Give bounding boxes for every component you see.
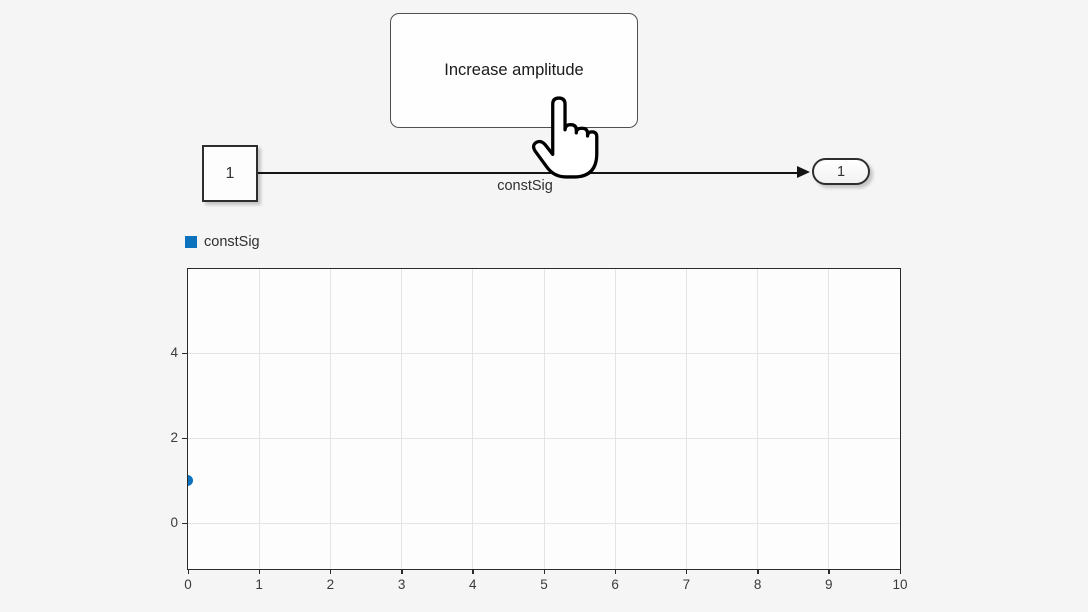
signal-wire[interactable] <box>258 171 798 174</box>
increase-amplitude-button-label: Increase amplitude <box>444 61 584 79</box>
x-tick-mark <box>685 569 688 574</box>
x-gridline <box>258 269 260 569</box>
x-gridline <box>614 269 616 569</box>
y-tick-mark <box>182 352 187 355</box>
constant-block[interactable]: 1 <box>202 145 258 202</box>
x-tick-label: 8 <box>753 577 762 592</box>
x-tick-mark <box>401 569 403 574</box>
y-tick-label: 4 <box>170 345 178 361</box>
x-tick-label: 3 <box>397 577 406 592</box>
x-tick-mark <box>614 569 617 574</box>
x-gridline <box>472 269 474 569</box>
scope-plot: 0 1 2 3 4 5 6 7 8 9 10 0 2 4 <box>170 268 908 592</box>
x-gridline <box>401 269 403 569</box>
signal-label: constSig <box>497 178 553 194</box>
x-tick-mark <box>828 569 830 574</box>
x-tick-label: 5 <box>540 577 548 592</box>
x-tick-mark <box>757 569 759 574</box>
x-tick-label: 0 <box>184 577 192 592</box>
outport-block-value: 1 <box>836 163 846 180</box>
y-tick-label: 2 <box>170 430 178 446</box>
outport-block[interactable]: 1 <box>812 158 870 185</box>
x-gridline <box>685 269 687 569</box>
x-gridline <box>329 269 331 569</box>
data-point <box>188 475 193 487</box>
y-tick-mark <box>182 522 187 525</box>
x-tick-mark <box>329 569 332 574</box>
x-tick-label: 10 <box>892 577 908 592</box>
x-tick-mark <box>187 569 189 574</box>
increase-amplitude-button[interactable]: Increase amplitude <box>390 13 638 128</box>
x-tick-label: 2 <box>326 577 335 592</box>
y-tick-mark <box>182 437 187 440</box>
plot-area <box>188 269 900 569</box>
y-gridline <box>188 437 900 439</box>
y-tick-label: 0 <box>170 515 178 531</box>
x-tick-mark <box>543 569 545 574</box>
legend-label: constSig <box>204 234 260 250</box>
signal-arrowhead-icon <box>797 166 810 178</box>
x-gridline <box>828 269 830 569</box>
x-tick-mark <box>899 569 901 574</box>
legend[interactable]: constSig <box>185 234 260 250</box>
y-gridline <box>188 352 900 354</box>
x-gridline <box>543 269 545 569</box>
x-tick-label: 6 <box>611 577 619 592</box>
x-tick-label: 9 <box>825 577 833 592</box>
x-tick-label: 1 <box>255 577 263 592</box>
y-gridline <box>188 522 900 524</box>
legend-swatch-icon <box>185 236 197 248</box>
x-tick-label: 4 <box>469 577 477 592</box>
x-tick-mark <box>472 569 474 574</box>
constant-block-value: 1 <box>225 164 235 182</box>
x-tick-mark <box>258 569 261 574</box>
x-gridline <box>757 269 759 569</box>
x-tick-label: 7 <box>682 577 691 592</box>
